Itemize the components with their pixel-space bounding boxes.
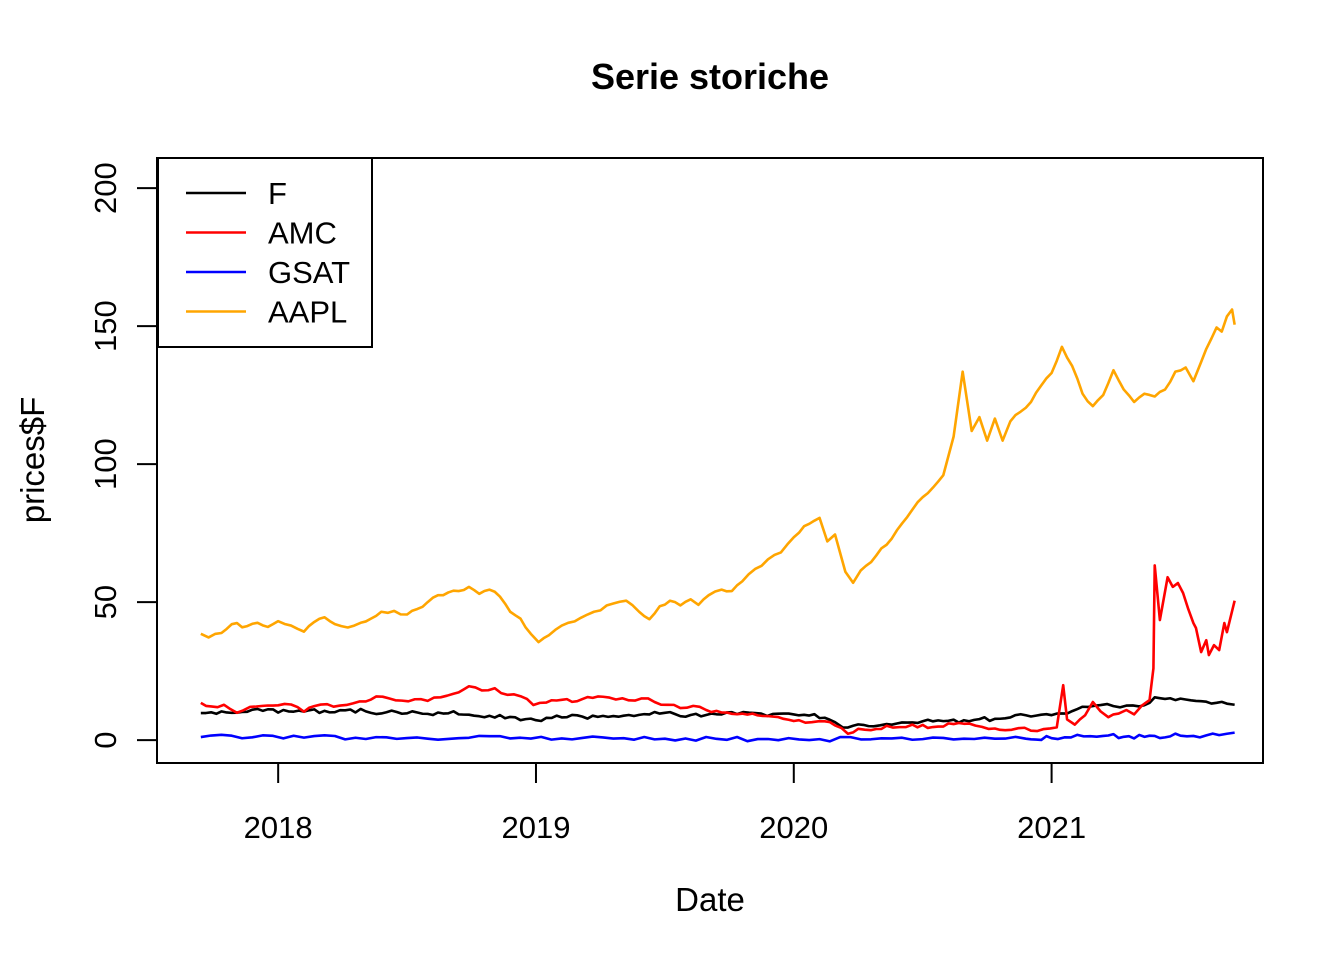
legend-label-GSAT: GSAT [268,255,350,290]
x-tick-label: 2021 [1017,810,1086,845]
axis-ticks: 2018 2019 2020 2021 0 50 100 150 200 [88,162,1086,845]
legend-label-F: F [268,176,287,211]
legend-label-AAPL: AAPL [268,295,347,330]
plot-border [156,157,1264,764]
series-line-AAPL [200,308,1236,644]
x-tick-label: 2019 [501,810,570,845]
series-line-GSAT [200,731,1235,743]
y-tick-label: 200 [88,162,123,214]
legend-box [157,157,373,348]
y-tick-label: 50 [88,585,123,619]
series-line-AMC [200,564,1236,736]
legend-label-AMC: AMC [268,216,337,251]
y-tick-label: 100 [88,438,123,490]
x-tick-label: 2020 [759,810,828,845]
x-axis-title: Date [675,881,745,918]
chart-title: Serie storiche [591,56,829,97]
y-axis-title: prices$F [14,397,51,524]
y-tick-label: 0 [88,731,123,748]
y-tick-label: 150 [88,300,123,352]
legend: F AMC GSAT AAPL [157,157,373,348]
x-tick-label: 2018 [244,810,313,845]
series-lines [200,308,1236,743]
series-line-F [200,696,1235,729]
